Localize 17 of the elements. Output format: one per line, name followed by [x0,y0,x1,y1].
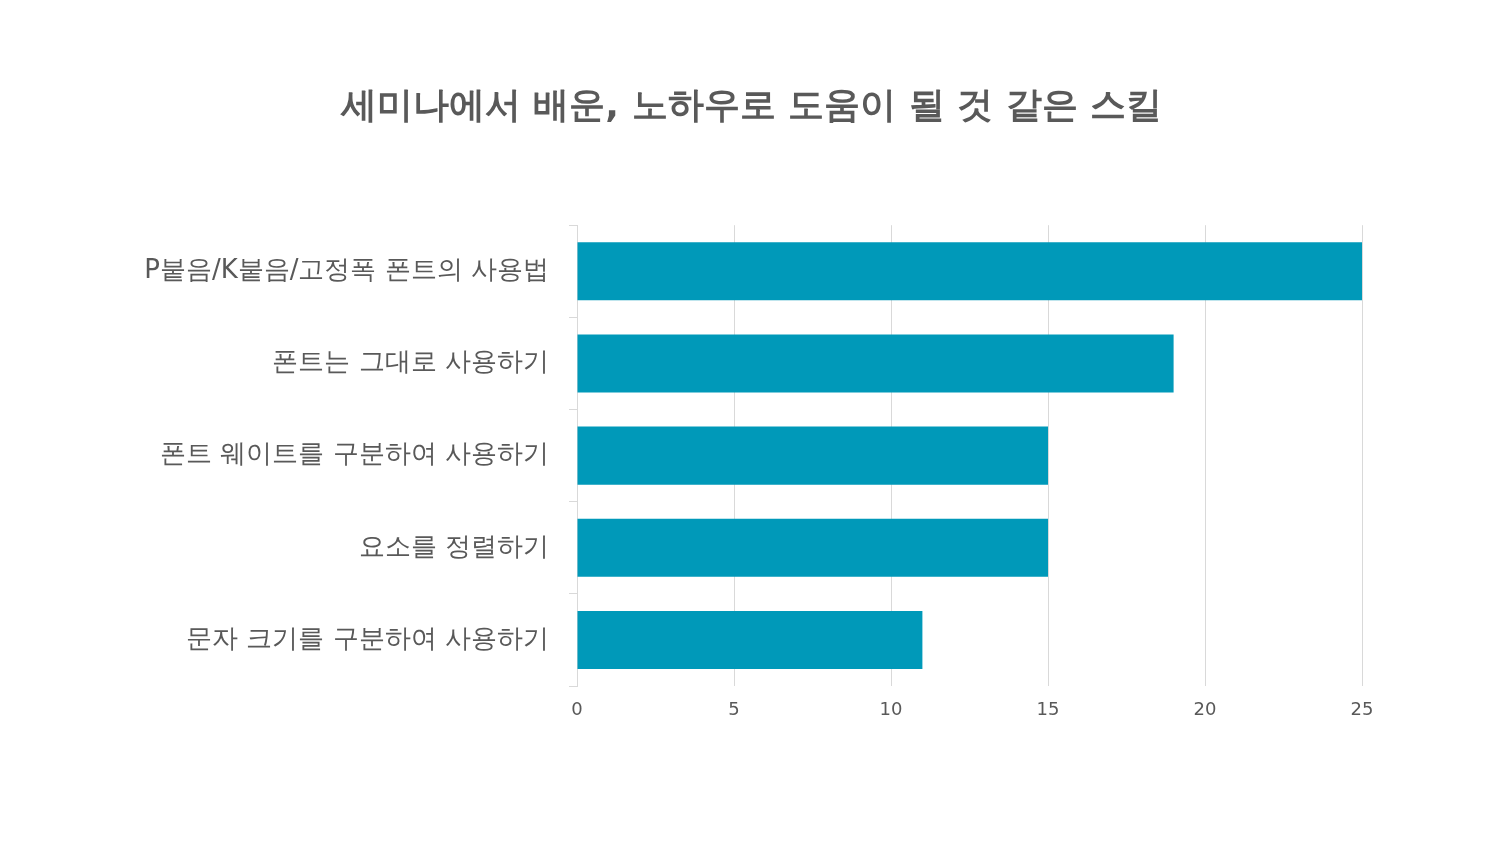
bar [577,242,1362,301]
bar [577,518,1048,577]
x-tick-label: 0 [571,698,583,720]
x-tick-label: 10 [879,698,903,720]
x-tick-label: 5 [728,698,740,720]
bar [577,334,1174,393]
y-tick-label: 폰트 웨이트를 구분하여 사용하기 [160,438,549,469]
x-tick-label: 25 [1350,698,1374,720]
bar [577,426,1048,485]
x-tick-label: 20 [1193,698,1217,720]
bar [577,610,923,669]
y-tick-label: P붙음/K붙음/고정폭 폰트의 사용법 [144,254,549,285]
y-tick-label: 문자 크기를 구분하여 사용하기 [186,622,549,653]
y-tick-label: 요소를 정렬하기 [358,530,549,561]
x-tick-label: 15 [1036,698,1060,720]
chart-title: 세미나에서 배운, 노하우로 도움이 될 것 같은 스킬 [339,83,1163,125]
y-tick-label: 폰트는 그대로 사용하기 [272,346,549,377]
